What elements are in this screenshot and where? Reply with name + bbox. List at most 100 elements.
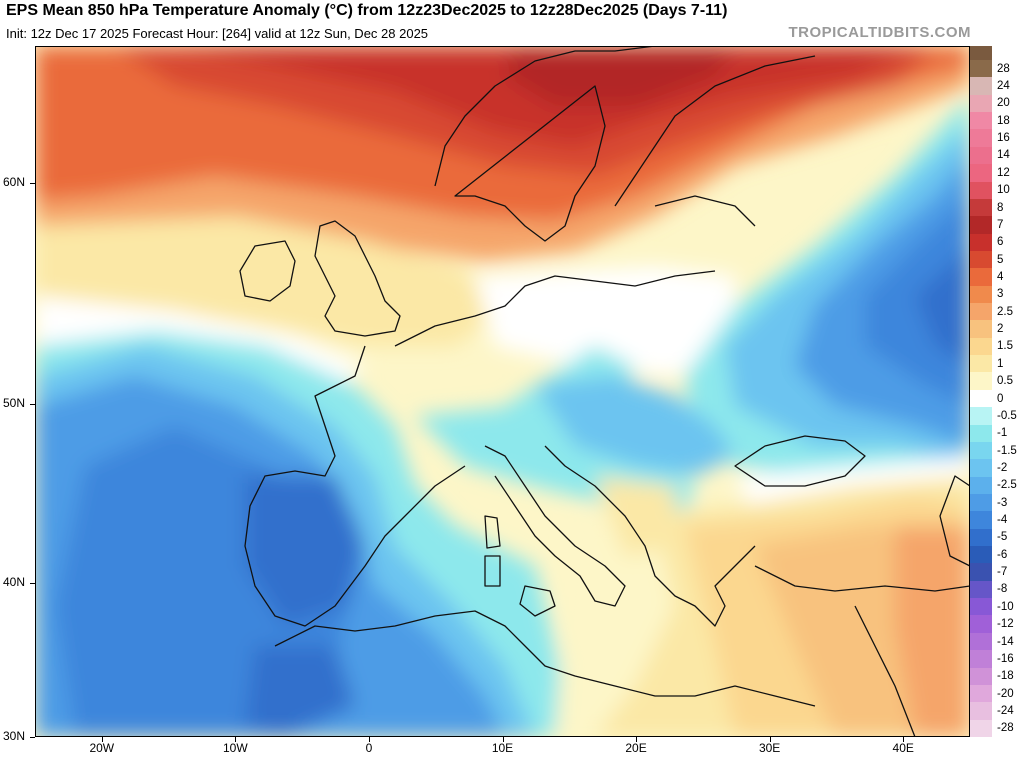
colorbar-swatch (970, 337, 992, 356)
colorbar-label: -2.5 (997, 479, 1017, 492)
temperature-anomaly-map (35, 46, 970, 737)
colorbar-label: -1.5 (997, 444, 1017, 457)
colorbar-swatch (970, 181, 992, 200)
colorbar-swatch (970, 129, 992, 148)
colorbar-swatch (970, 528, 992, 547)
colorbar-swatch (970, 580, 992, 599)
colorbar (970, 46, 992, 738)
anomaly-field (35, 46, 970, 737)
colorbar-swatch (970, 650, 992, 669)
colorbar-label: 28 (997, 62, 1010, 75)
colorbar-swatch (970, 493, 992, 512)
colorbar-label: 7 (997, 218, 1004, 231)
longitude-tick (636, 737, 638, 742)
colorbar-swatch (970, 320, 992, 339)
map-subtitle: Init: 12z Dec 17 2025 Forecast Hour: [26… (6, 26, 429, 41)
colorbar-label: -28 (997, 722, 1014, 735)
longitude-label: 20E (625, 741, 647, 755)
longitude-tick (769, 737, 771, 742)
colorbar-swatch (970, 146, 992, 165)
colorbar-swatch (970, 632, 992, 651)
coastlines (239, 46, 970, 737)
colorbar-label: -18 (997, 670, 1014, 683)
colorbar-label: 0 (997, 392, 1004, 405)
colorbar-swatch (970, 355, 992, 373)
colorbar-swatch (970, 441, 992, 460)
map-title: EPS Mean 850 hPa Temperature Anomaly (°C… (6, 2, 728, 19)
colorbar-swatch (970, 389, 992, 408)
longitude-label: 10W (223, 741, 248, 755)
colorbar-label: 6 (997, 236, 1004, 249)
colorbar-label: 20 (997, 97, 1010, 110)
colorbar-label: -1 (997, 427, 1008, 440)
colorbar-swatch (970, 233, 992, 252)
colorbar-swatch (970, 598, 992, 616)
latitude-tick (30, 403, 35, 405)
colorbar-label: 10 (997, 184, 1010, 197)
colorbar-label: -3 (997, 496, 1008, 509)
colorbar-swatch (970, 94, 992, 113)
colorbar-swatch (970, 563, 992, 582)
colorbar-swatch (970, 615, 992, 634)
colorbar-swatch (970, 216, 992, 235)
colorbar-swatch (970, 407, 992, 426)
colorbar-swatch (970, 667, 992, 686)
colorbar-swatch (970, 702, 992, 721)
map-canvas (35, 46, 970, 737)
colorbar-label: 16 (997, 132, 1010, 145)
colorbar-label: 0.5 (997, 375, 1013, 388)
latitude-tick (30, 737, 35, 738)
colorbar-swatch (970, 372, 992, 391)
colorbar-swatch (970, 268, 992, 287)
colorbar-label: -5 (997, 531, 1008, 544)
colorbar-label: -7 (997, 566, 1008, 579)
colorbar-label: -0.5 (997, 409, 1017, 422)
colorbar-label: 2.5 (997, 305, 1013, 318)
colorbar-swatch (970, 60, 992, 78)
colorbar-label: 12 (997, 166, 1010, 179)
colorbar-label: 1 (997, 357, 1004, 370)
colorbar-label: 24 (997, 80, 1010, 93)
colorbar-label: 5 (997, 253, 1004, 266)
longitude-tick (101, 737, 103, 742)
longitude-label: 40E (892, 741, 914, 755)
latitude-tick (30, 182, 35, 184)
colorbar-label: -16 (997, 652, 1014, 665)
colorbar-label: -20 (997, 687, 1014, 700)
colorbar-label: 1.5 (997, 340, 1013, 353)
latitude-label: 40N (3, 574, 26, 589)
colorbar-swatch (970, 476, 992, 495)
longitude-tick (502, 737, 504, 742)
colorbar-label: -8 (997, 583, 1008, 596)
colorbar-label: -24 (997, 704, 1014, 717)
colorbar-swatch (970, 511, 992, 530)
colorbar-swatch (970, 424, 992, 443)
colorbar-label: 3 (997, 288, 1004, 301)
colorbar-swatch (970, 198, 992, 217)
latitude-label: 30N (3, 729, 26, 743)
colorbar-swatch (970, 250, 992, 269)
longitude-tick (903, 737, 905, 742)
brand-watermark: TROPICALTIDBITS.COM (788, 24, 971, 41)
latitude-label: 50N (3, 395, 26, 410)
colorbar-label: -2 (997, 461, 1008, 474)
colorbar-swatch (970, 546, 992, 564)
colorbar-label: 4 (997, 270, 1004, 283)
longitude-label: 20W (89, 741, 115, 755)
latitude-label: 60N (3, 174, 26, 189)
colorbar-swatch (970, 459, 992, 478)
colorbar-label: -6 (997, 548, 1008, 561)
longitude-label: 10E (491, 741, 514, 755)
colorbar-label: -4 (997, 514, 1008, 526)
colorbar-swatch (970, 303, 992, 321)
colorbar-swatch (970, 77, 992, 96)
longitude-tick (368, 737, 370, 742)
colorbar-label: 14 (997, 149, 1010, 162)
colorbar-label: 18 (997, 114, 1010, 127)
colorbar-label: -14 (997, 635, 1014, 648)
colorbar-top-cap (970, 46, 992, 60)
colorbar-swatch (970, 285, 992, 304)
longitude-label: 30E (758, 741, 781, 755)
colorbar-swatch (970, 684, 992, 703)
colorbar-label: -12 (997, 618, 1014, 631)
